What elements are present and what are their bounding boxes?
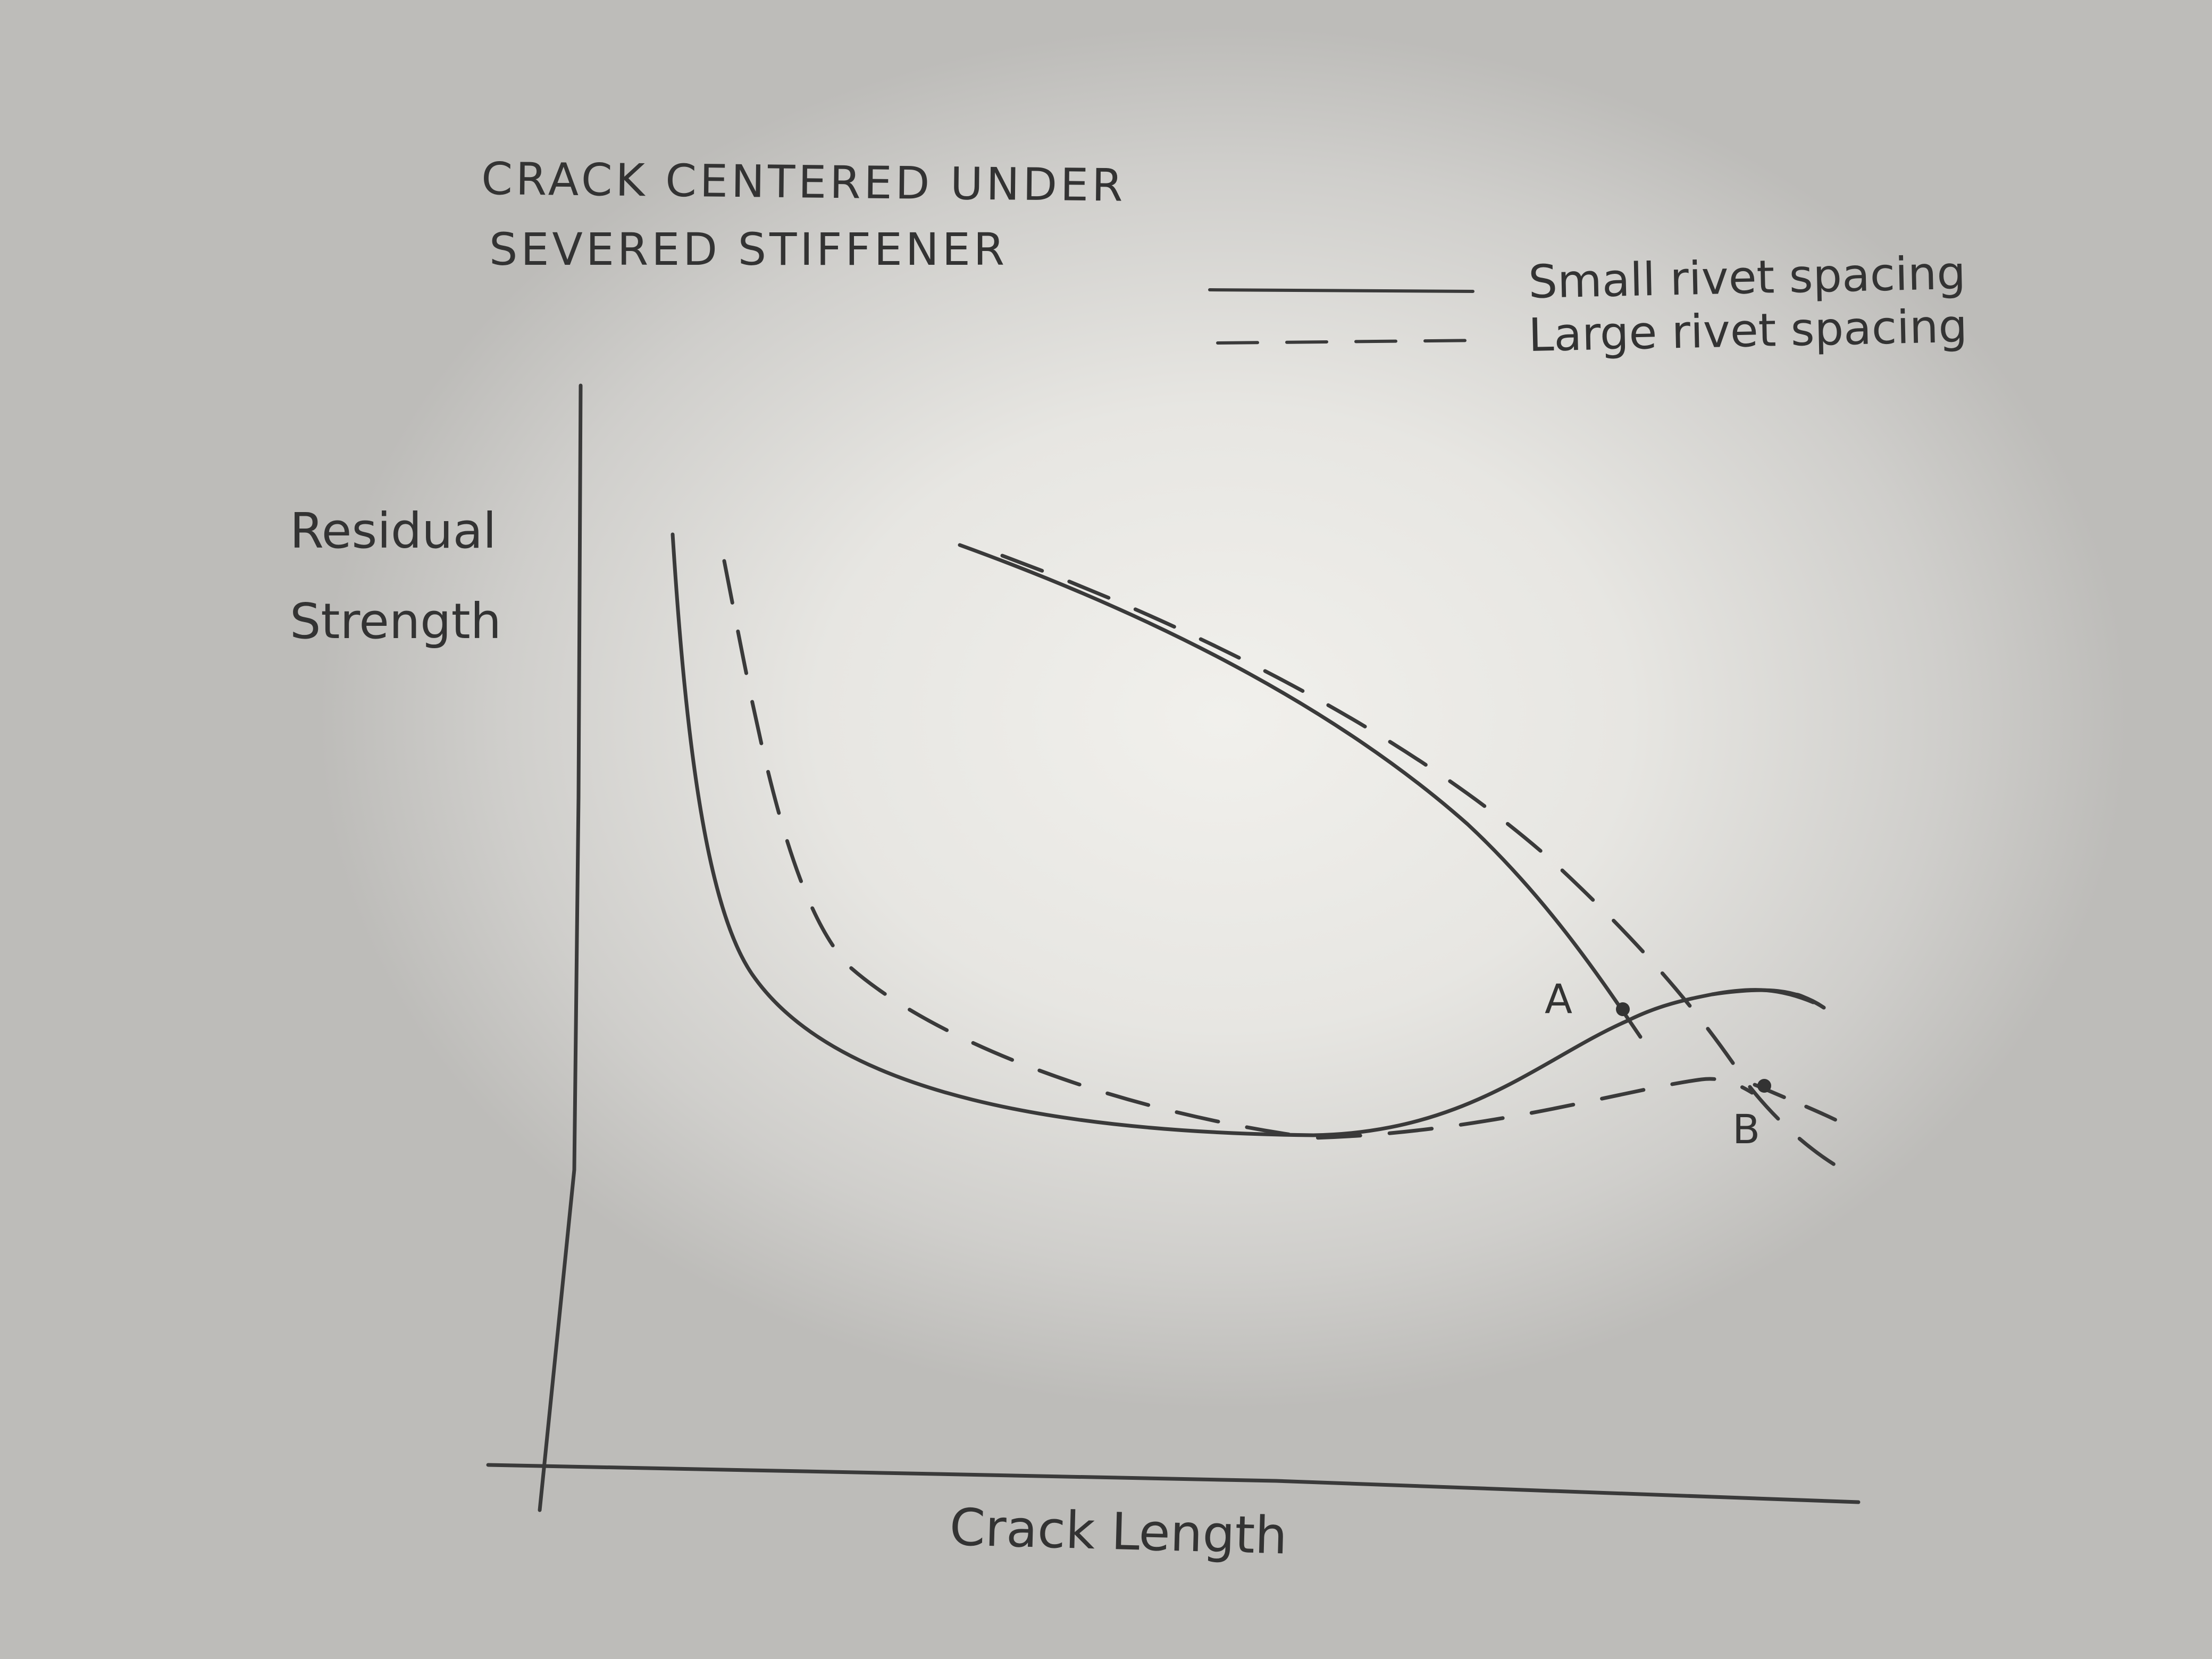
legend-dashed-swatch (1216, 339, 1485, 345)
title-line-2: SEVERED STIFFENER (489, 223, 1008, 275)
y-axis-label-line-2: Strength (290, 593, 501, 650)
y-axis (538, 383, 583, 1512)
legend-dashed-label: Large rivet spacing (1528, 300, 1968, 362)
large-spacing-curve-upper (1000, 554, 1861, 1180)
point-b-label: B (1732, 1105, 1760, 1153)
small-spacing-curve-left (671, 532, 1629, 1137)
legend-solid-swatch (1208, 288, 1474, 293)
point-a-label: A (1545, 975, 1572, 1023)
title-line-1: CRACK CENTERED UNDER (481, 153, 1126, 212)
legend-solid-label: Small rivet spacing (1528, 247, 1966, 309)
small-spacing-curve-tail (1710, 988, 1826, 1010)
x-axis-label: Crack Length (949, 1497, 1288, 1566)
x-axis (486, 1463, 1861, 1504)
small-spacing-curve-upper (958, 543, 1643, 1039)
point-a-marker (1616, 1002, 1630, 1016)
point-b-marker (1757, 1079, 1771, 1093)
y-axis-label-line-1: Residual (290, 502, 497, 559)
legend: Small rivet spacing Large rivet spacing (1208, 247, 1968, 362)
large-spacing-curve-left (722, 559, 1754, 1140)
